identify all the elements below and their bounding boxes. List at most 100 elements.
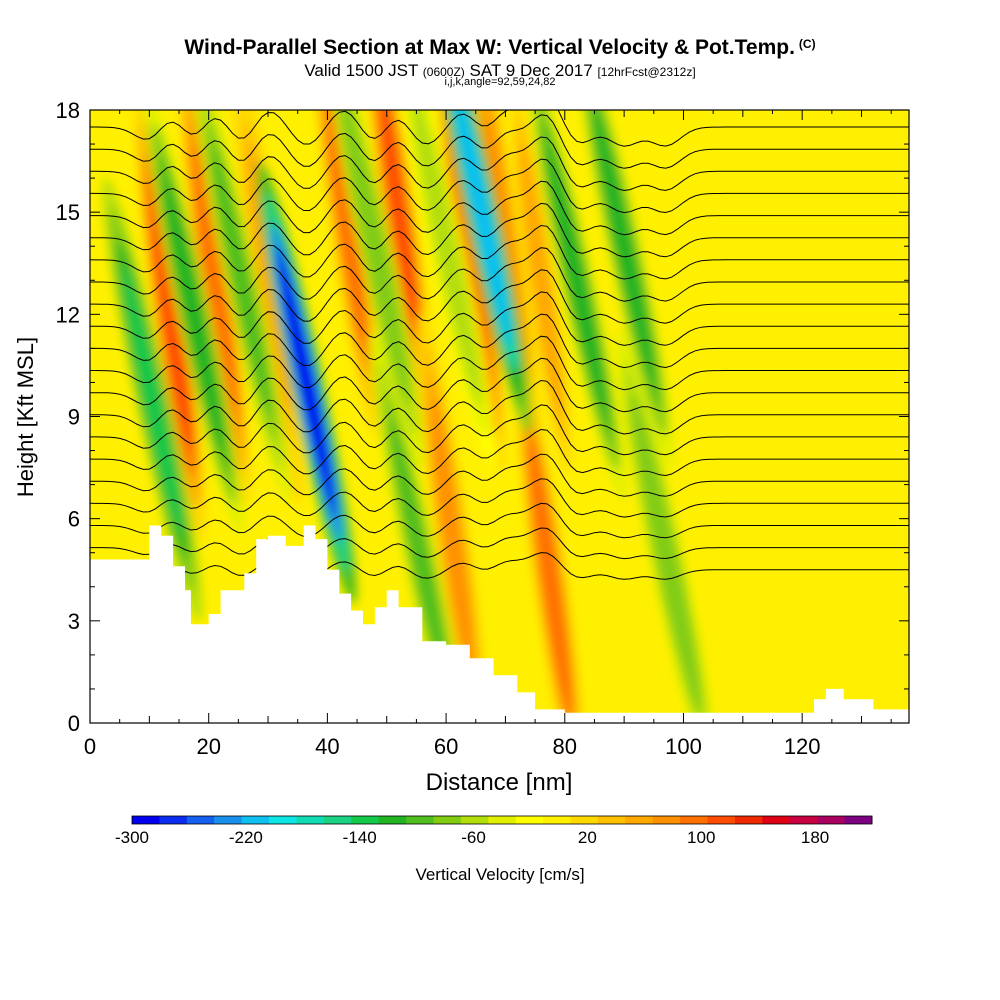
chart-title: Wind-Parallel Section at Max W: Vertical… xyxy=(0,36,1000,60)
downdraft-cell-2-level-3 xyxy=(211,145,272,416)
colorbar-swatch xyxy=(186,816,215,824)
colorbar-swatch xyxy=(159,816,188,824)
isentrope-17 xyxy=(90,158,909,214)
isentrope-20 xyxy=(90,110,909,147)
velocity-cells xyxy=(102,110,716,723)
colorbar-swatch xyxy=(680,816,709,824)
colorbar-swatch xyxy=(817,816,846,824)
colorbar-swatch xyxy=(707,816,736,824)
colorbar-swatch xyxy=(652,816,681,824)
terrain-mask xyxy=(90,525,909,723)
updraft-cell-9-level-3 xyxy=(519,143,563,417)
colorbar-swatch xyxy=(625,816,654,824)
colorbar-swatch xyxy=(597,816,626,824)
colorbar-tick-label: 20 xyxy=(578,828,597,847)
y-tick-label: 15 xyxy=(56,200,80,225)
y-tick-label: 18 xyxy=(56,98,80,123)
downdraft-cell-1-level-3 xyxy=(163,179,224,450)
colorbar-swatch xyxy=(433,816,462,824)
downdraft-cell-9-level-3 xyxy=(594,111,655,382)
colorbar-tick-label: -300 xyxy=(115,828,149,847)
isentrope-2 xyxy=(90,502,909,539)
y-tick-label: 3 xyxy=(68,609,80,634)
isentrope-0 xyxy=(90,552,909,580)
isentrope-15 xyxy=(90,202,909,258)
updraft-cell-8-level-3 xyxy=(528,439,572,714)
downdraft-cell-7-level-3 xyxy=(451,110,512,348)
x-axis-label: Distance [nm] xyxy=(426,769,573,796)
isentrope-13 xyxy=(90,247,909,302)
colorbar-swatch xyxy=(132,816,160,824)
colorbar-swatch xyxy=(734,816,763,824)
colorbar-tick-label: -140 xyxy=(343,828,377,847)
colorbar-swatch xyxy=(460,816,489,824)
downdraft-cell-8-level-3 xyxy=(546,145,607,416)
colorbar-swatch xyxy=(570,816,599,824)
y-axis-label: Height [Kft MSL] xyxy=(13,337,38,497)
chart-subtitle: Valid 1500 JST (0600Z) SAT 9 Dec 2017 [1… xyxy=(0,61,1000,81)
colorbar-tick-label: -60 xyxy=(461,828,486,847)
updraft-cell-5-level-3 xyxy=(430,399,474,673)
downdraft-cell-10-level-3 xyxy=(635,417,696,688)
subtitle-forecast: [12hrFcst@2312z] xyxy=(597,65,696,79)
isentrope-3 xyxy=(90,478,909,518)
colorbar-swatch xyxy=(351,816,380,824)
y-axis: 0 3 6 9 12 15 18 xyxy=(56,98,909,736)
x-tick-label: 120 xyxy=(784,734,821,759)
colorbar: -300 -220 -140 -60 20 100 180 xyxy=(115,815,873,847)
colorbar-tick-label: -220 xyxy=(229,828,263,847)
isentrope-16 xyxy=(90,180,909,236)
isentrope-14 xyxy=(90,224,909,280)
subtitle-utc: (0600Z) xyxy=(422,65,465,79)
colorbar-swatch xyxy=(488,816,517,824)
y-tick-label: 12 xyxy=(56,302,80,327)
colorbar-swatch xyxy=(269,816,297,824)
isentrope-7 xyxy=(90,379,909,435)
y-tick-label: 6 xyxy=(68,507,80,532)
colorbar-swatch xyxy=(323,816,352,824)
colorbar-swatch xyxy=(406,816,434,824)
colorbar-label: Vertical Velocity [cm/s] xyxy=(415,865,584,884)
isentrope-8 xyxy=(90,357,909,413)
downdraft-cell-5-level-3 xyxy=(389,417,450,688)
downdraft-cell-4-level-3 xyxy=(344,111,405,382)
updraft-cell-4-level-3 xyxy=(377,110,420,349)
copyright-mark: (C) xyxy=(798,37,816,51)
isentrope-9 xyxy=(90,335,909,391)
colorbar-swatch xyxy=(515,816,544,824)
x-tick-label: 40 xyxy=(315,734,339,759)
colorbar-swatch xyxy=(844,816,873,824)
isentrope-5 xyxy=(90,428,909,477)
updraft-cell-1-level-3 xyxy=(193,143,236,417)
colorbar-swatch xyxy=(214,816,243,824)
colorbar-swatch xyxy=(241,816,270,824)
colorbar-swatch xyxy=(762,816,791,824)
x-axis: 0 20 40 60 80 100 120 xyxy=(84,110,892,759)
colorbar-swatch xyxy=(789,816,818,824)
isentrope-4 xyxy=(90,453,909,497)
colorbar-frame xyxy=(131,815,873,825)
colorbar-swatch xyxy=(378,816,407,824)
isentrope-19 xyxy=(90,114,909,169)
x-tick-label: 0 xyxy=(84,734,96,759)
isentrope-12 xyxy=(90,269,909,324)
y-tick-label: 9 xyxy=(68,405,80,430)
subtitle-valid: Valid 1500 JST xyxy=(304,61,419,80)
x-tick-label: 80 xyxy=(553,734,577,759)
terrain-profile xyxy=(90,525,909,723)
downdraft-cell-3-level-3 xyxy=(276,247,337,518)
colorbar-swatch xyxy=(543,816,572,824)
isentrope-6 xyxy=(90,404,909,456)
updraft-cell-3-level-3 xyxy=(324,110,367,349)
isentrope-10 xyxy=(90,313,909,369)
subtitle-date: SAT 9 Dec 2017 xyxy=(469,61,593,80)
chart-params: i,j,k,angle=92,59,24,82 xyxy=(444,76,556,88)
colorbar-tick-label: 100 xyxy=(687,828,715,847)
colorbar-swatch xyxy=(296,816,325,824)
chart-title-text: Wind-Parallel Section at Max W: Vertical… xyxy=(184,36,795,59)
x-tick-label: 60 xyxy=(434,734,458,759)
x-tick-label: 100 xyxy=(665,734,702,759)
y-tick-label: 0 xyxy=(68,711,80,736)
x-tick-label: 20 xyxy=(196,734,220,759)
